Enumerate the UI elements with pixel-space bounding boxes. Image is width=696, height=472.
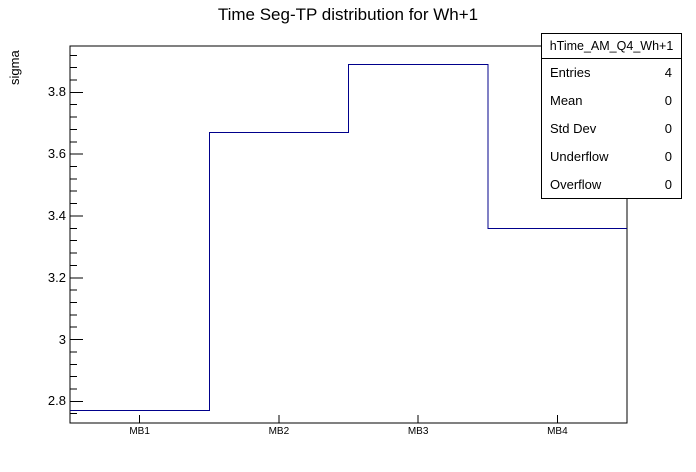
stats-row-label: Entries bbox=[550, 65, 591, 81]
stats-row-label: Mean bbox=[550, 93, 583, 109]
stats-box-title: hTime_AM_Q4_Wh+1 bbox=[542, 34, 681, 59]
stats-row-label: Std Dev bbox=[550, 120, 597, 136]
x-tick-label: MB1 bbox=[129, 426, 150, 437]
stats-row-label: Overflow bbox=[550, 176, 602, 192]
stats-row-value: 0 bbox=[664, 148, 672, 164]
chart-title: Time Seg-TP distribution for Wh+1 bbox=[217, 5, 479, 24]
x-tick-label: MB3 bbox=[407, 426, 429, 437]
y-tick-label: 3.6 bbox=[47, 146, 66, 162]
y-tick-label: 3.4 bbox=[47, 207, 66, 223]
stats-box-rows: Entries 4 Mean 0 Std Dev 0 Underflow 0 Overflow 0 bbox=[542, 59, 681, 198]
plot-frame bbox=[69, 45, 628, 424]
stats-row: Mean 0 bbox=[542, 87, 681, 115]
y-tick-label: 3.2 bbox=[47, 269, 66, 285]
y-tick-label: 3 bbox=[58, 331, 66, 347]
stats-row: Std Dev 0 bbox=[542, 115, 681, 143]
stats-row-label: Underflow bbox=[550, 148, 609, 164]
x-tick-label: MB2 bbox=[268, 426, 290, 437]
stats-row: Underflow 0 bbox=[542, 142, 681, 170]
stats-row-value: 0 bbox=[664, 176, 672, 192]
x-tick-label: MB4 bbox=[547, 426, 568, 437]
stats-row-value: 0 bbox=[664, 120, 672, 136]
histogram-line bbox=[70, 64, 627, 412]
stats-row-value: 4 bbox=[664, 65, 672, 81]
y-tick-label: 3.8 bbox=[47, 84, 66, 100]
stats-row-value: 0 bbox=[664, 93, 672, 109]
stats-row: Overflow 0 bbox=[542, 170, 681, 198]
y-tick-label: 2.8 bbox=[47, 393, 66, 409]
stats-row: Entries 4 bbox=[542, 59, 681, 87]
stats-box: hTime_AM_Q4_Wh+1 Entries 4 Mean 0 Std Dev 0 Un… bbox=[541, 33, 682, 199]
